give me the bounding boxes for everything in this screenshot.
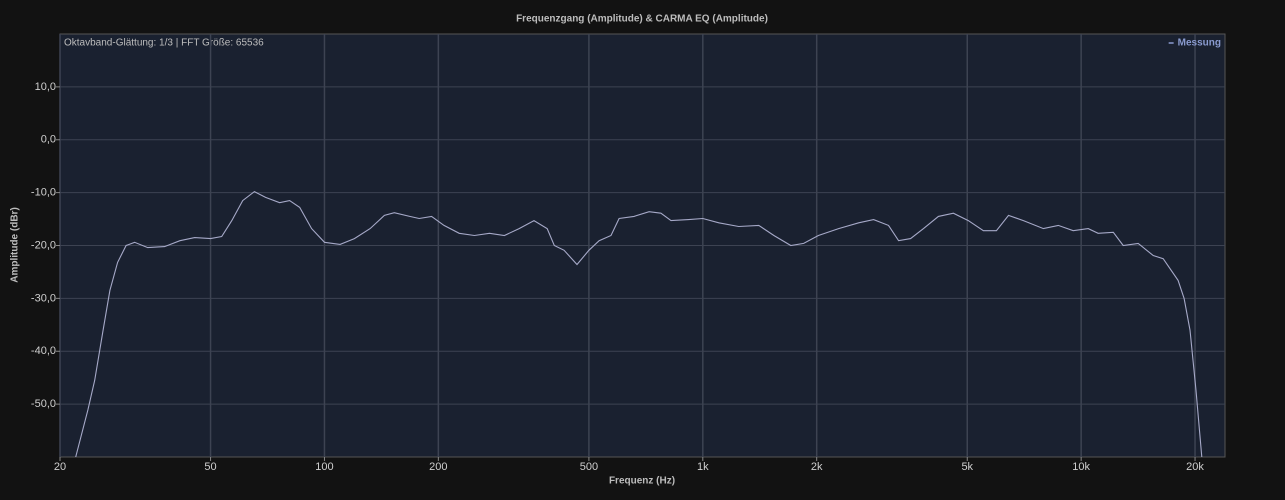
x-tick-label: 500	[580, 461, 598, 473]
annotation: Oktavband-Glättung: 1/3 | FFT Größe: 655…	[64, 38, 264, 49]
x-axis-label: Frequenz (Hz)	[609, 476, 675, 487]
lines	[75, 190, 1203, 457]
x-tick-label: 200	[429, 461, 447, 473]
series-line	[75, 190, 1203, 457]
y-tick-label: 10,0	[35, 81, 56, 93]
y-tick-label: -20,0	[31, 239, 56, 251]
x-tick-label: 100	[315, 461, 333, 473]
x-tick-label: 10k	[1072, 461, 1090, 473]
y-tick-label: 0,0	[41, 134, 56, 146]
x-tick-label: 20k	[1186, 461, 1204, 473]
y-axis-label: Amplitude (dBr)	[10, 207, 21, 283]
y-tick-label: -10,0	[31, 187, 56, 199]
y-tick-label: -50,0	[31, 398, 56, 410]
x-tick-label: 5k	[961, 461, 973, 473]
legend-label: Messung	[1178, 38, 1221, 49]
y-tick-label: -30,0	[31, 292, 56, 304]
grid	[59, 34, 1225, 457]
x-tick-label: 1k	[697, 461, 709, 473]
chart-title: Frequenzgang (Amplitude) & CARMA EQ (Amp…	[516, 14, 768, 25]
y-tick-label: -40,0	[31, 345, 56, 357]
x-tick-label: 20	[54, 461, 66, 473]
x-tick-label: 2k	[811, 461, 823, 473]
x-tick-label: 50	[204, 461, 216, 473]
